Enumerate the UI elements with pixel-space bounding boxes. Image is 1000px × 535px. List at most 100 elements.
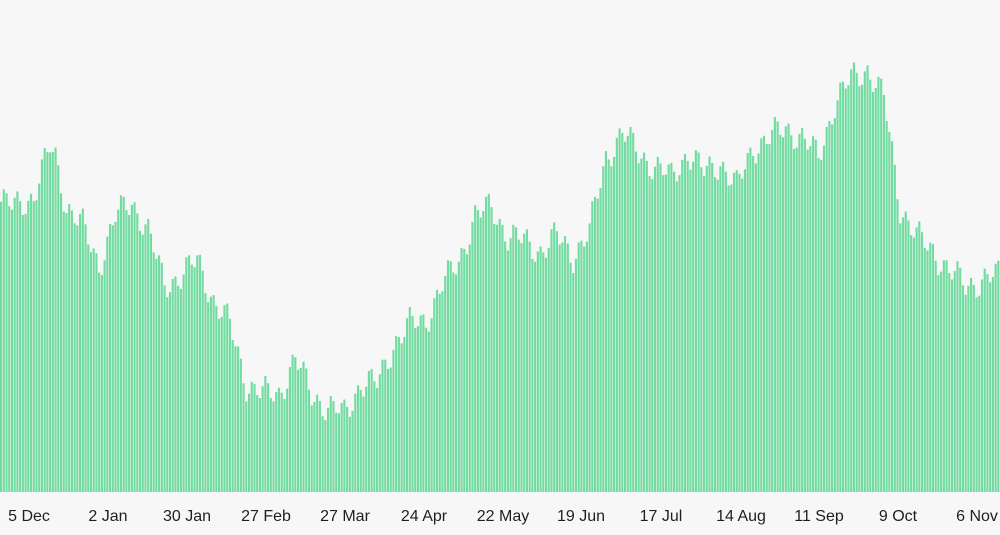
bar — [525, 229, 529, 492]
bar — [114, 221, 117, 492]
bar — [822, 145, 826, 492]
bar — [643, 152, 646, 492]
bar — [452, 272, 455, 492]
bar — [408, 307, 411, 492]
bar — [512, 224, 515, 492]
bar — [730, 184, 733, 492]
bar — [465, 254, 469, 492]
bar — [520, 243, 523, 492]
bar — [833, 118, 836, 492]
bar — [430, 318, 433, 492]
bar — [457, 261, 460, 492]
x-tick-label: 2 Jan — [88, 508, 127, 525]
bar — [59, 193, 63, 493]
bar — [817, 157, 820, 492]
x-axis-ticks: 5 Dec 2 Jan 30 Jan 27 Feb 27 Mar 24 Apr 22 May… — [8, 508, 998, 525]
bar — [504, 241, 507, 492]
bar — [784, 126, 787, 492]
bar — [351, 410, 354, 492]
bar — [790, 135, 793, 493]
bar — [482, 211, 485, 492]
bar — [155, 258, 158, 492]
bar — [24, 214, 27, 492]
bar — [119, 195, 123, 492]
bar — [604, 151, 608, 493]
bar — [476, 210, 479, 492]
bar — [256, 395, 259, 492]
bar — [40, 159, 43, 492]
bar — [27, 200, 30, 493]
bar — [365, 386, 368, 492]
bar — [8, 206, 11, 492]
bar — [792, 149, 796, 492]
bar — [869, 79, 872, 492]
bar — [722, 161, 725, 492]
bar — [275, 392, 278, 492]
bar — [536, 251, 539, 492]
bar — [907, 220, 910, 493]
x-tick-label: 19 Jun — [557, 508, 605, 525]
x-tick-label: 9 Oct — [879, 508, 918, 525]
bar — [395, 336, 398, 492]
bar — [694, 150, 697, 492]
bar — [752, 155, 755, 492]
bar — [874, 88, 877, 492]
bar — [117, 209, 120, 492]
bar — [158, 255, 161, 492]
bar — [111, 225, 114, 492]
bar — [427, 331, 430, 492]
bar — [509, 238, 512, 492]
bar — [901, 217, 905, 492]
bar — [994, 263, 997, 492]
bar — [880, 78, 883, 492]
bar — [386, 369, 390, 492]
bar — [302, 361, 305, 492]
bar — [474, 205, 477, 492]
bar — [719, 166, 722, 493]
bar — [133, 202, 136, 492]
bar — [923, 247, 926, 492]
bar — [942, 260, 945, 492]
bar — [76, 225, 79, 492]
bar — [798, 133, 801, 492]
bar — [144, 224, 147, 492]
bar — [122, 196, 125, 493]
bar — [820, 159, 823, 492]
bar — [634, 151, 638, 493]
bar — [446, 260, 449, 492]
bar — [931, 244, 935, 492]
bar — [16, 191, 19, 492]
bar — [970, 277, 973, 492]
bar — [182, 274, 185, 492]
bar — [267, 383, 270, 492]
bar — [602, 166, 605, 493]
bar — [637, 163, 640, 492]
bar — [171, 278, 174, 492]
bar — [795, 147, 798, 492]
bar — [920, 232, 924, 492]
x-tick-label: 22 May — [477, 508, 529, 525]
bar — [779, 134, 782, 492]
bar — [166, 297, 169, 492]
bar — [708, 156, 711, 492]
bar — [136, 213, 139, 492]
bar — [544, 257, 548, 492]
x-tick-label: 24 Apr — [401, 508, 448, 525]
bar — [555, 231, 558, 493]
bar — [754, 163, 757, 492]
bar — [384, 359, 387, 492]
bar — [539, 246, 542, 492]
bar — [228, 318, 232, 492]
bar — [207, 302, 210, 492]
bar — [893, 164, 896, 492]
bar — [425, 327, 428, 492]
bar — [346, 406, 349, 492]
bar — [286, 388, 289, 492]
bar — [29, 193, 33, 492]
bar — [174, 276, 177, 492]
bar — [610, 166, 613, 493]
bar — [844, 88, 847, 492]
bar — [343, 399, 346, 492]
bar — [264, 375, 267, 492]
